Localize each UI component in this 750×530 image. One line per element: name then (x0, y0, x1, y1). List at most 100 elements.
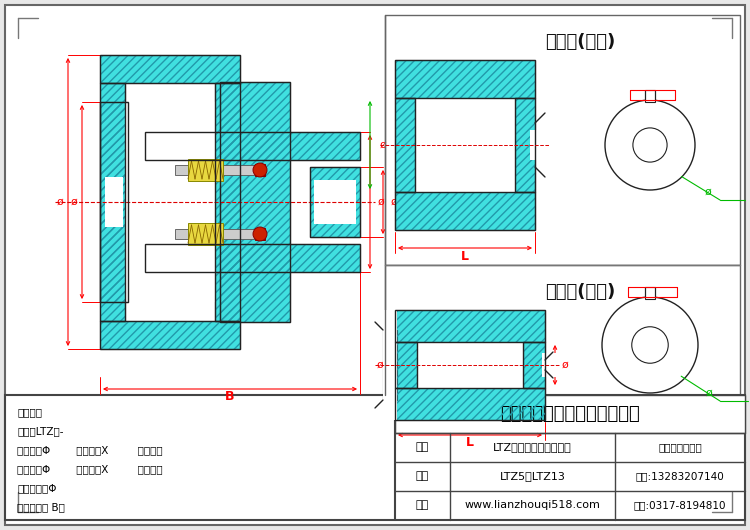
Bar (100, 102, 128, 302)
Bar (523, 342, 545, 388)
Bar (395, 192, 535, 230)
Bar (523, 342, 545, 388)
Bar (383, 330, 397, 400)
Bar (175, 165, 255, 175)
Bar (395, 342, 417, 388)
Text: 手机:13283207140: 手机:13283207140 (635, 472, 724, 481)
Bar (100, 102, 128, 302)
Bar (145, 132, 360, 160)
Bar (530, 130, 545, 160)
Bar (383, 400, 397, 420)
Bar (645, 90, 655, 102)
Bar (188, 223, 223, 245)
Bar (220, 82, 290, 322)
Text: www.lianzhouqi518.com: www.lianzhouqi518.com (464, 500, 601, 510)
Text: ø: ø (70, 197, 77, 207)
Bar (100, 102, 128, 302)
Text: B: B (225, 391, 235, 403)
Text: 主动端(薄盘): 主动端(薄盘) (544, 33, 615, 51)
Bar (100, 83, 125, 321)
Bar (395, 395, 745, 433)
Bar (383, 330, 397, 400)
Circle shape (253, 163, 267, 177)
Text: 主动端：Φ        （孔径）X         （孔长）: 主动端：Φ （孔径）X （孔长） (17, 445, 163, 455)
Bar (310, 167, 360, 237)
Bar (395, 60, 535, 98)
Bar (100, 321, 240, 349)
Bar (385, 15, 740, 265)
Text: 电话:0317-8194810: 电话:0317-8194810 (634, 500, 726, 510)
Bar (395, 388, 545, 420)
Bar (100, 321, 240, 349)
Bar (395, 192, 535, 230)
Bar (395, 388, 545, 420)
Bar (395, 60, 535, 98)
Bar (395, 388, 545, 420)
Bar (220, 82, 290, 322)
Circle shape (633, 128, 667, 162)
Bar (100, 321, 240, 349)
Bar (145, 244, 360, 272)
Text: 从动端：Φ        （孔径）X         （孔长）: 从动端：Φ （孔径）X （孔长） (17, 464, 163, 474)
Bar (215, 83, 240, 321)
Text: LTZ5－LTZ13: LTZ5－LTZ13 (500, 472, 566, 481)
Text: 型号：LTZ型-: 型号：LTZ型- (17, 426, 64, 436)
Bar (515, 98, 535, 192)
Bar (255, 164, 265, 176)
Bar (100, 55, 240, 83)
Circle shape (253, 227, 267, 241)
Bar (145, 244, 360, 272)
Bar (125, 102, 215, 302)
Text: L: L (466, 437, 474, 449)
Text: 制动轮外径Φ: 制动轮外径Φ (17, 483, 56, 493)
Bar (145, 244, 360, 272)
Text: 联系人：张经理: 联系人：张经理 (658, 443, 702, 453)
Text: 从动端(厚盘): 从动端(厚盘) (544, 283, 615, 301)
Text: 泊头市通佳机械设备有限公司: 泊头市通佳机械设备有限公司 (500, 405, 640, 423)
Bar (310, 167, 360, 237)
Bar (100, 55, 240, 83)
Bar (105, 177, 123, 227)
Bar (385, 265, 740, 395)
Bar (395, 310, 545, 342)
Text: ø: ø (562, 360, 568, 370)
Text: L: L (461, 250, 469, 262)
Bar (310, 167, 360, 237)
Bar (215, 83, 240, 321)
Bar (417, 342, 523, 388)
Bar (175, 229, 255, 239)
Circle shape (602, 297, 698, 393)
Bar (255, 228, 265, 240)
Circle shape (632, 327, 668, 363)
Bar (383, 310, 397, 330)
Bar (395, 310, 545, 342)
Text: 制动轮宽度 B＝: 制动轮宽度 B＝ (17, 502, 64, 512)
Bar (645, 287, 655, 299)
Bar (383, 330, 397, 400)
Bar (395, 98, 415, 192)
Text: ø: ø (376, 360, 383, 370)
Bar (314, 180, 356, 224)
Text: 名称: 名称 (416, 443, 429, 453)
Circle shape (605, 100, 695, 190)
Text: ø: ø (380, 140, 386, 150)
Text: ø: ø (391, 197, 398, 207)
Text: LTZ型弹性套柱销联轴器: LTZ型弹性套柱销联轴器 (494, 443, 572, 453)
Bar (145, 132, 360, 160)
Bar (395, 98, 415, 192)
Bar (542, 353, 557, 377)
Bar (215, 83, 240, 321)
Bar (395, 310, 545, 342)
Bar (415, 98, 515, 192)
Text: 适用: 适用 (416, 472, 429, 481)
Text: 网址: 网址 (416, 500, 429, 510)
Bar (395, 60, 535, 98)
Bar (100, 83, 125, 321)
Bar (515, 98, 535, 192)
Bar (145, 132, 360, 160)
Bar (523, 342, 545, 388)
Text: ø: ø (706, 388, 712, 398)
Text: ø: ø (378, 197, 385, 207)
Bar (395, 98, 415, 192)
Text: ø: ø (57, 197, 63, 207)
